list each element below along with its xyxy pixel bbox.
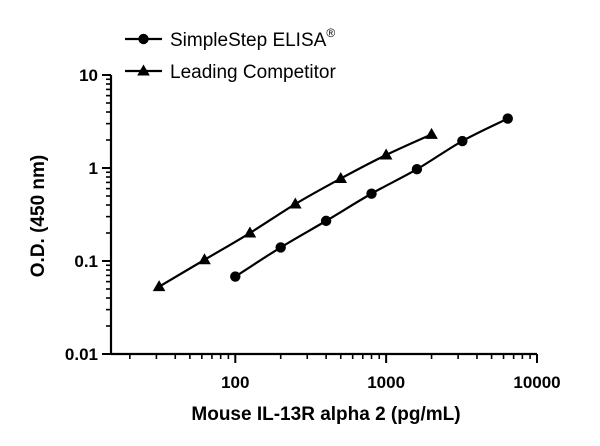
y-axis-title: O.D. (450 nm)	[28, 155, 49, 277]
data-point-leading-competitor	[425, 127, 438, 139]
legend-label-simplestep: SimpleStep ELISA®	[170, 26, 335, 51]
y-tick-label: 1	[89, 159, 98, 178]
data-point-simplestep-elisa	[320, 215, 332, 227]
x-axis-title: Mouse IL-13R alpha 2 (pg/mL)	[191, 404, 460, 425]
data-point-simplestep-elisa	[502, 113, 513, 124]
data-point-simplestep-elisa	[275, 242, 286, 253]
legend-item-leading-competitor: Leading Competitor	[125, 62, 336, 83]
x-tick-label: 1000	[367, 373, 405, 392]
legend-label-registered-mark: ®	[326, 26, 335, 40]
data-point-leading-competitor	[152, 280, 166, 292]
data-point-leading-competitor	[198, 253, 211, 265]
series-layer	[152, 113, 513, 292]
x-axis-ticks: 100 1000 10000	[129, 354, 561, 392]
plot-area: 100 1000 10000 0.01 0.1 1 10	[65, 66, 561, 392]
data-point-leading-competitor	[334, 172, 348, 184]
y-tick-label: 0.1	[74, 252, 98, 271]
legend-marker-triangle-icon	[137, 64, 150, 76]
data-point-simplestep-elisa	[457, 135, 468, 147]
y-axis-ticks: 0.01 0.1 1 10	[65, 66, 111, 364]
legend-label-simplestep-text: SimpleStep ELISA	[170, 30, 327, 51]
legend-label-leading-competitor: Leading Competitor	[170, 62, 336, 83]
data-point-simplestep-elisa	[411, 164, 423, 175]
legend-marker-circle-icon	[138, 33, 149, 45]
data-point-leading-competitor	[379, 148, 393, 160]
x-tick-label: 100	[221, 373, 249, 392]
y-tick-label: 10	[79, 66, 98, 85]
y-tick-label: 0.01	[65, 345, 98, 364]
x-tick-label: 10000	[513, 373, 560, 392]
legend-item-simplestep: SimpleStep ELISA®	[125, 26, 335, 51]
data-point-leading-competitor	[289, 197, 302, 209]
data-point-leading-competitor	[243, 226, 257, 238]
legend: SimpleStep ELISA® Leading Competitor	[125, 26, 336, 83]
data-point-simplestep-elisa	[366, 188, 377, 199]
data-point-simplestep-elisa	[230, 271, 241, 282]
